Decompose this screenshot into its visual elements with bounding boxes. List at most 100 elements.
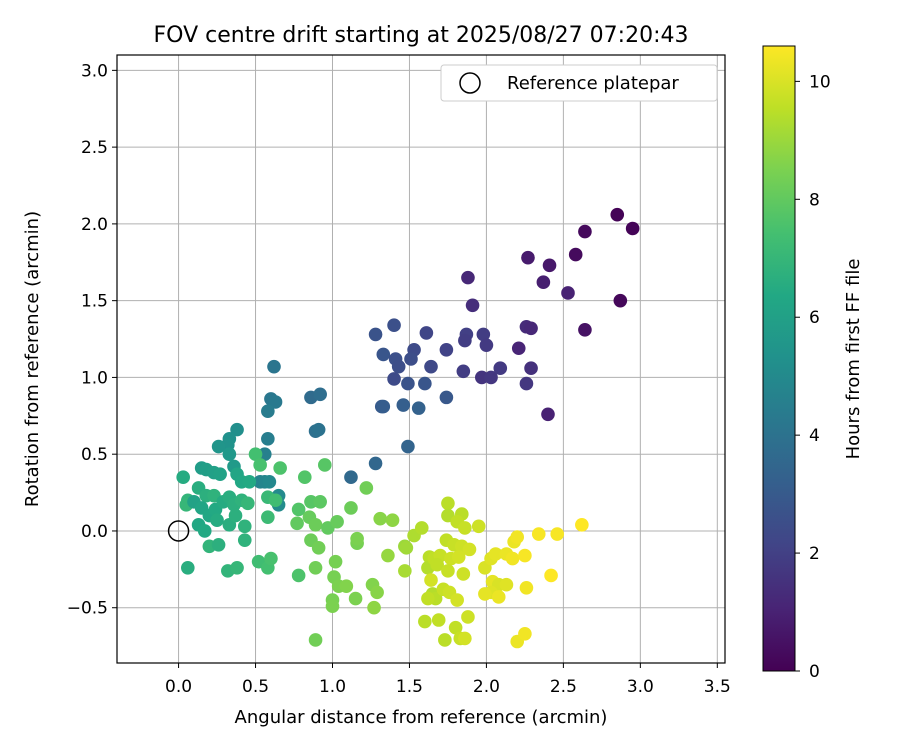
y-tick-label: 1.5 bbox=[81, 292, 108, 312]
data-point bbox=[488, 547, 503, 561]
data-point bbox=[458, 521, 472, 535]
legend-marker bbox=[459, 72, 481, 94]
data-point bbox=[510, 530, 525, 544]
data-point bbox=[493, 361, 508, 376]
data-point bbox=[253, 458, 267, 472]
data-point bbox=[518, 548, 532, 563]
y-ticks: −0.5 0.0 0.5 1.0 1.5 2.0 2.5 3.0 bbox=[67, 61, 117, 619]
data-point bbox=[211, 537, 226, 552]
data-point bbox=[261, 432, 275, 446]
data-point bbox=[391, 359, 406, 374]
legend-label: Reference platepar bbox=[507, 73, 679, 94]
data-point bbox=[237, 533, 252, 547]
data-point bbox=[458, 333, 472, 348]
colorbar-tick-label: 2 bbox=[809, 544, 820, 564]
y-tick-label: 2.0 bbox=[81, 215, 108, 235]
data-point bbox=[450, 593, 464, 607]
data-point bbox=[267, 359, 281, 374]
data-point bbox=[404, 352, 418, 366]
data-point bbox=[431, 613, 446, 627]
data-point bbox=[531, 527, 546, 541]
plot-frame bbox=[116, 54, 726, 664]
data-point bbox=[414, 521, 429, 535]
data-point bbox=[484, 370, 498, 385]
data-point bbox=[230, 561, 244, 575]
x-tick-label: 1.0 bbox=[319, 677, 346, 697]
data-point bbox=[291, 568, 306, 583]
data-point bbox=[261, 404, 275, 419]
colorbar-ticks: 0 2 4 6 8 10 bbox=[795, 72, 831, 682]
data-point bbox=[518, 627, 532, 641]
data-point bbox=[465, 298, 480, 313]
data-point bbox=[575, 518, 589, 532]
colorbar-tick-label: 10 bbox=[809, 72, 831, 92]
data-point bbox=[479, 338, 494, 352]
reference-point bbox=[167, 520, 190, 542]
data-point bbox=[197, 524, 212, 538]
y-tick-label: 0.5 bbox=[81, 445, 108, 465]
data-point bbox=[370, 585, 384, 600]
data-point bbox=[476, 327, 491, 342]
data-point bbox=[419, 326, 434, 340]
data-point bbox=[381, 548, 395, 563]
data-point bbox=[330, 514, 344, 529]
data-point bbox=[424, 573, 438, 587]
data-point bbox=[350, 531, 364, 546]
data-point bbox=[448, 620, 463, 635]
data-point bbox=[344, 470, 358, 485]
data-point bbox=[313, 387, 327, 402]
data-point bbox=[439, 342, 454, 357]
data-point bbox=[313, 494, 327, 509]
data-point bbox=[273, 461, 287, 475]
data-point bbox=[421, 591, 435, 606]
x-tick-label: 3.0 bbox=[627, 677, 654, 697]
data-point bbox=[401, 439, 415, 454]
data-point bbox=[478, 587, 492, 601]
grid bbox=[117, 55, 725, 663]
data-point bbox=[291, 502, 306, 517]
data-point bbox=[499, 577, 514, 592]
x-tick-label: 1.5 bbox=[396, 677, 423, 697]
data-point bbox=[401, 376, 415, 391]
data-point bbox=[536, 275, 551, 290]
data-point bbox=[456, 364, 471, 379]
data-point bbox=[373, 511, 388, 526]
y-axis-label: Rotation from reference (arcmin) bbox=[22, 211, 43, 507]
data-point bbox=[505, 551, 520, 566]
colorbar-tick-label: 8 bbox=[809, 190, 820, 210]
x-tick-label: 3.5 bbox=[704, 677, 731, 697]
data-point bbox=[439, 390, 454, 405]
data-point bbox=[248, 447, 263, 461]
data-point bbox=[213, 467, 227, 481]
data-point bbox=[424, 359, 438, 374]
data-point bbox=[411, 401, 426, 415]
data-point bbox=[241, 496, 255, 511]
colorbar-tick-label: 6 bbox=[809, 308, 820, 328]
colorbar-gradient bbox=[762, 45, 796, 672]
data-point bbox=[541, 407, 555, 422]
data-point bbox=[456, 567, 471, 581]
data-point bbox=[418, 376, 432, 391]
data-point bbox=[438, 633, 452, 647]
data-point bbox=[458, 631, 472, 646]
data-point bbox=[524, 361, 538, 376]
data-point bbox=[262, 475, 277, 489]
data-point bbox=[385, 513, 400, 528]
data-point bbox=[542, 258, 557, 273]
data-point bbox=[242, 475, 257, 489]
data-point bbox=[176, 470, 190, 485]
data-point bbox=[308, 633, 323, 647]
data-point bbox=[441, 564, 455, 578]
data-point bbox=[430, 557, 444, 572]
data-point bbox=[290, 516, 304, 531]
x-tick-label: 2.0 bbox=[473, 677, 500, 697]
data-point bbox=[519, 580, 534, 595]
data-point bbox=[228, 508, 243, 523]
data-point bbox=[325, 599, 340, 613]
y-tick-label: 3.0 bbox=[81, 61, 108, 81]
y-tick-label: −0.5 bbox=[67, 599, 108, 619]
data-point bbox=[550, 527, 565, 541]
data-point bbox=[625, 221, 640, 236]
data-point bbox=[210, 513, 224, 528]
chart-title: FOV centre drift starting at 2025/08/27 … bbox=[154, 23, 689, 48]
